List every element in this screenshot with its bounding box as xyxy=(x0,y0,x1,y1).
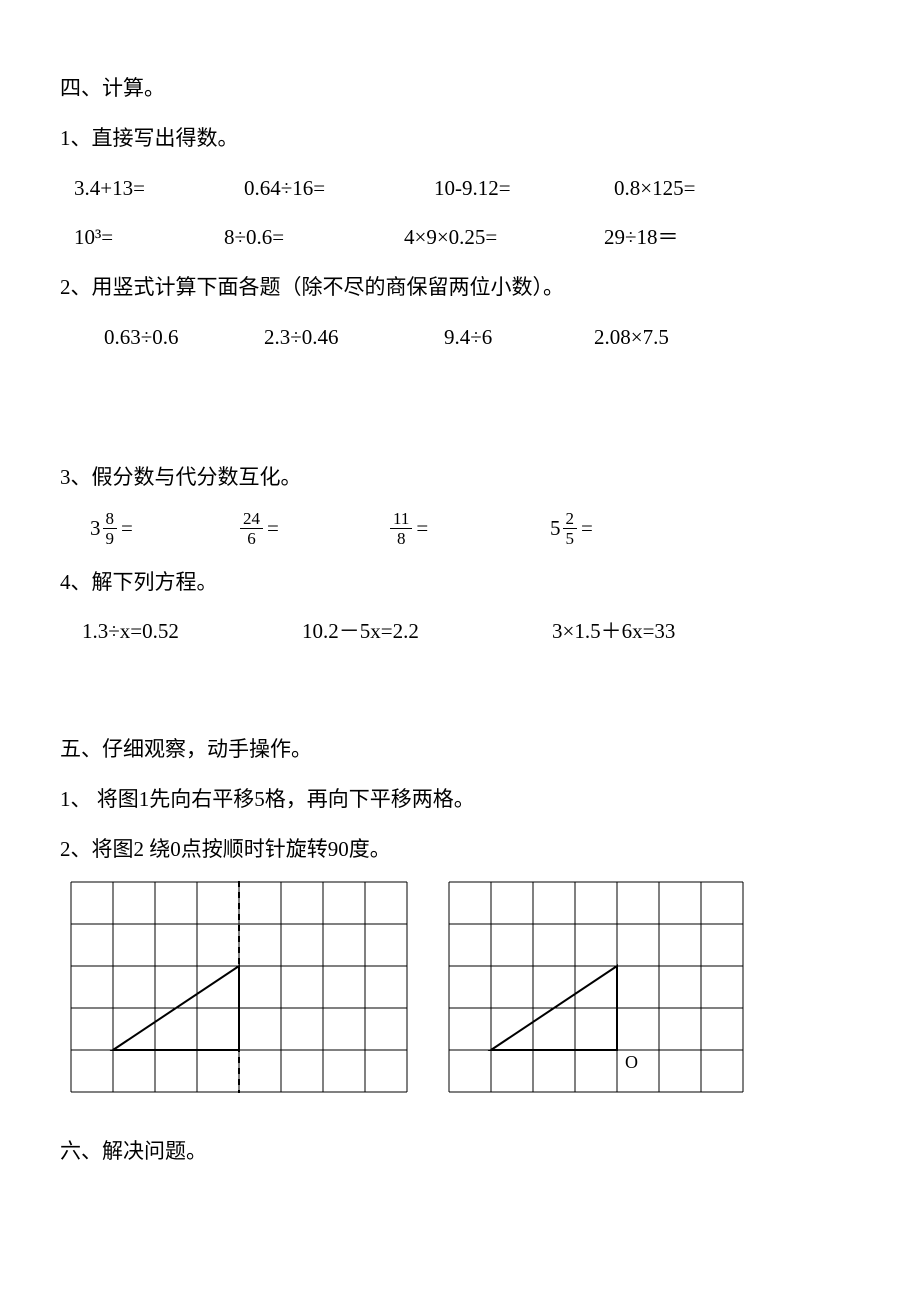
q4-c1: 1.3÷x=0.52 xyxy=(82,613,302,651)
q3-1-whole: 3 xyxy=(90,510,101,548)
grid2-svg: O xyxy=(448,881,744,1093)
q1-r1c1: 3.4+13= xyxy=(74,170,244,208)
s5-q2: 2、将图2 绕0点按顺时针旋转90度。 xyxy=(60,831,860,869)
q2-title: 2、用竖式计算下面各题（除不尽的商保留两位小数）。 xyxy=(60,269,860,307)
q1-r1c2: 0.64÷16= xyxy=(244,170,434,208)
section4-title: 四、计算。 xyxy=(60,70,860,108)
q2-c1: 0.63÷0.6 xyxy=(104,319,264,357)
q1-r1c3: 10-9.12= xyxy=(434,170,614,208)
q1-row2: 10³= 8÷0.6= 4×9×0.25= 29÷18＝ xyxy=(60,219,860,257)
q1-r2c3: 4×9×0.25= xyxy=(404,219,604,257)
q3-row: 3 89 = 246 = 118 = 5 25 = xyxy=(60,509,860,548)
q1-r2c2: 8÷0.6= xyxy=(224,219,404,257)
eq-sign: = xyxy=(121,510,133,548)
q3-3-num: 11 xyxy=(390,510,412,529)
q3-4-den: 5 xyxy=(563,529,578,547)
eq-sign: = xyxy=(581,510,593,548)
eq-sign: = xyxy=(416,510,428,548)
q3-1-den: 9 xyxy=(103,529,118,547)
q2-row: 0.63÷0.6 2.3÷0.46 9.4÷6 2.08×7.5 xyxy=(60,319,860,357)
q3-title: 3、假分数与代分数互化。 xyxy=(60,459,860,497)
q1-r2c1: 10³= xyxy=(74,219,224,257)
q1-r2c4: 29÷18＝ xyxy=(604,219,679,257)
grid1-svg xyxy=(70,881,408,1093)
q4-title: 4、解下列方程。 xyxy=(60,564,860,602)
q1-r1c4: 0.8×125= xyxy=(614,170,695,208)
q1-row1: 3.4+13= 0.64÷16= 10-9.12= 0.8×125= xyxy=(60,170,860,208)
q3-item2: 246 = xyxy=(240,509,390,548)
section6-title: 六、解决问题。 xyxy=(60,1133,860,1171)
q2-c4: 2.08×7.5 xyxy=(594,319,669,357)
q3-item1: 3 89 = xyxy=(90,509,240,548)
q4-c3: 3×1.5＋6x=33 xyxy=(552,613,675,651)
q2-c3: 9.4÷6 xyxy=(444,319,594,357)
q3-2-num: 24 xyxy=(240,510,263,529)
q3-2-den: 6 xyxy=(244,529,259,547)
eq-sign: = xyxy=(267,510,279,548)
s5-q1: 1、 将图1先向右平移5格，再向下平移两格。 xyxy=(60,781,860,819)
q4-row: 1.3÷x=0.52 10.2－5x=2.2 3×1.5＋6x=33 xyxy=(60,613,860,651)
q3-3-den: 8 xyxy=(394,529,409,547)
q3-item4: 5 25 = xyxy=(550,509,593,548)
q4-c2: 10.2－5x=2.2 xyxy=(302,613,552,651)
section5-title: 五、仔细观察，动手操作。 xyxy=(60,731,860,769)
q3-1-num: 8 xyxy=(103,510,118,529)
q3-item3: 118 = xyxy=(390,509,550,548)
q3-4-num: 2 xyxy=(563,510,578,529)
q1-title: 1、直接写出得数。 xyxy=(60,120,860,158)
q3-4-whole: 5 xyxy=(550,510,561,548)
grids-container: O xyxy=(60,881,860,1093)
svg-text:O: O xyxy=(625,1052,638,1072)
q2-c2: 2.3÷0.46 xyxy=(264,319,444,357)
